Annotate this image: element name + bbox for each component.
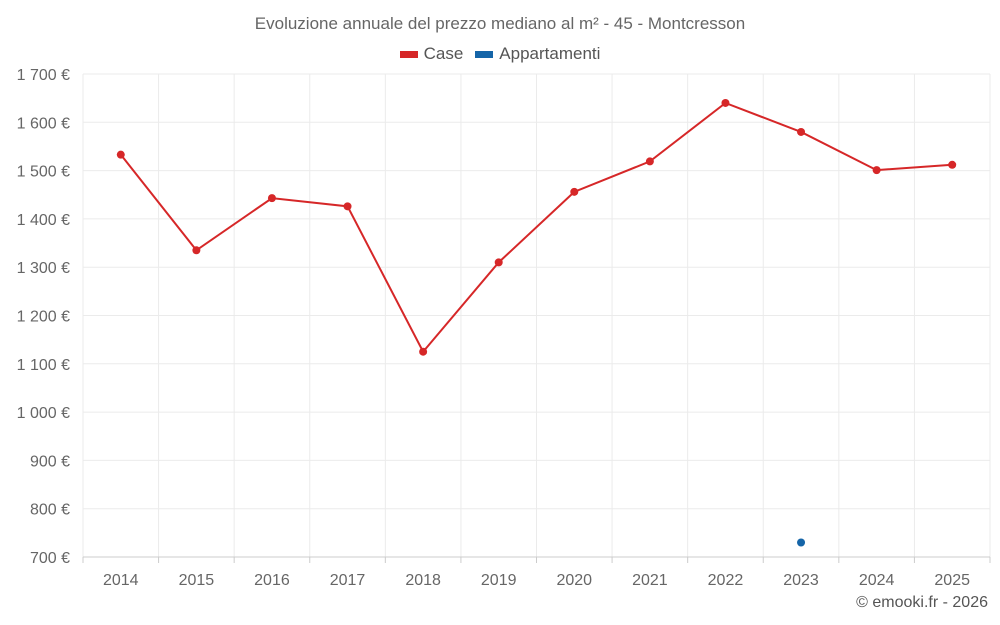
data-point-case-2017[interactable] xyxy=(343,202,352,211)
x-tick-label: 2021 xyxy=(632,572,668,589)
x-tick-label: 2018 xyxy=(405,572,441,589)
x-tick-label: 2024 xyxy=(859,572,895,589)
x-tick-label: 2025 xyxy=(934,572,970,589)
data-point-case-2016[interactable] xyxy=(267,194,276,203)
grid xyxy=(82,73,991,558)
x-tick-label: 2016 xyxy=(254,572,290,589)
x-tick-label: 2023 xyxy=(783,572,819,589)
x-tick-label: 2019 xyxy=(481,572,517,589)
data-point-case-2015[interactable] xyxy=(192,246,201,255)
axes: 1 700 € 1 600 € 1 500 € 1 400 € 1 300 € 1 200… xyxy=(17,67,991,589)
x-tick-label: 2017 xyxy=(330,572,366,589)
legend-label-case: Case xyxy=(423,44,464,63)
data-point-case-2020[interactable] xyxy=(570,187,579,196)
series-layer xyxy=(116,98,957,547)
data-point-case-2025[interactable] xyxy=(948,160,957,169)
y-tick-label: 1 400 € xyxy=(17,212,70,229)
data-point-case-2022[interactable] xyxy=(721,98,730,107)
data-point-case-2019[interactable] xyxy=(494,258,503,267)
data-point-case-2014[interactable] xyxy=(116,150,125,159)
y-tick-label: 1 200 € xyxy=(17,309,70,326)
x-tick-label: 2014 xyxy=(103,572,139,589)
x-tick-label: 2015 xyxy=(179,572,215,589)
y-tick-label: 1 000 € xyxy=(17,405,70,422)
data-point-case-2018[interactable] xyxy=(419,347,428,356)
y-tick-label: 1 600 € xyxy=(17,115,70,132)
data-point-case-2023[interactable] xyxy=(797,127,806,136)
legend-label-appartamenti: Appartamenti xyxy=(499,44,601,63)
legend: Case Appartamenti xyxy=(0,44,1000,64)
data-point-case-2021[interactable] xyxy=(645,157,654,166)
y-tick-label: 1 300 € xyxy=(17,260,70,277)
chart-title: Evoluzione annuale del prezzo mediano al… xyxy=(254,14,746,33)
legend-swatch-case xyxy=(399,50,418,58)
y-tick-label: 800 € xyxy=(30,502,70,519)
credit: © emooki.fr - 2026 xyxy=(856,594,988,611)
y-tick-label: 1 500 € xyxy=(17,164,70,181)
series-line-case xyxy=(120,101,953,354)
y-tick-label: 900 € xyxy=(30,453,70,470)
y-tick-label: 1 700 € xyxy=(17,67,70,84)
x-tick-label: 2020 xyxy=(556,572,592,589)
y-tick-label: 700 € xyxy=(30,550,70,567)
legend-swatch-appartamenti xyxy=(475,50,494,58)
legend-item-appartamenti[interactable]: Appartamenti xyxy=(475,44,600,64)
legend-item-case[interactable]: Case xyxy=(399,44,464,64)
y-tick-label: 1 100 € xyxy=(17,357,70,374)
data-point-appartamenti-2023[interactable] xyxy=(797,538,806,547)
x-tick-label: 2022 xyxy=(708,572,744,589)
data-point-case-2024[interactable] xyxy=(872,166,881,175)
